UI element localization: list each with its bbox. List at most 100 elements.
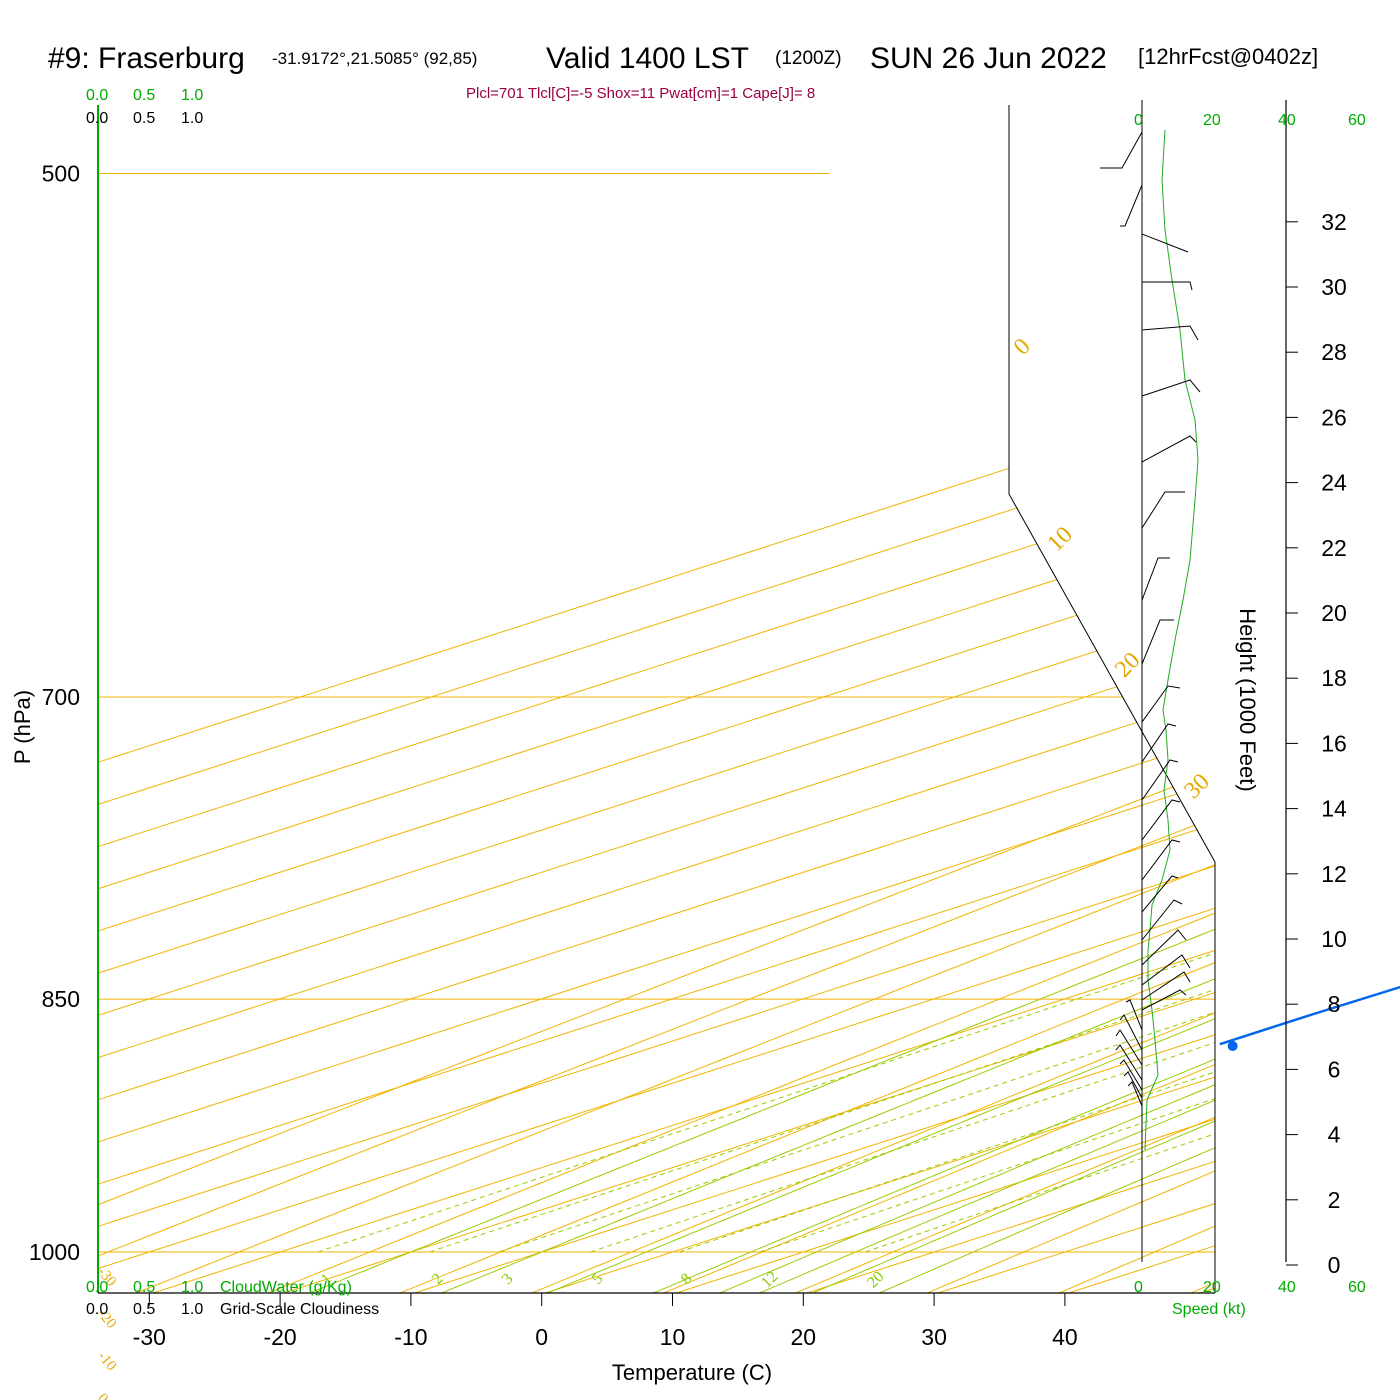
- speed-bottom-40: 40: [1278, 1279, 1296, 1296]
- dry-adiabat-line: [406, 105, 1215, 1293]
- plot-right-border: [1008, 105, 1216, 1293]
- isotherm-line: [866, 105, 1215, 1293]
- height-tick-label: 30: [1321, 274, 1347, 300]
- height-tick-label: 6: [1328, 1056, 1341, 1082]
- dry-adiabat-line: [98, 105, 1215, 1293]
- temperature-tick-label: 0: [535, 1324, 548, 1350]
- height-tick-label: 20: [1321, 600, 1347, 626]
- isobar-lines: [98, 172, 1215, 1253]
- cloud-top-green-1: 1.0: [181, 87, 203, 104]
- isotherm-label: 0: [94, 1391, 111, 1400]
- zulu-time: (1200Z): [775, 48, 842, 69]
- temperature-tick-label: 40: [1052, 1324, 1078, 1350]
- height-tick-label: 18: [1321, 665, 1347, 691]
- speed-bottom-0: 0: [1134, 1279, 1143, 1296]
- mixing-ratio-line: [429, 105, 1215, 1253]
- speed-top-0: 0: [1134, 112, 1143, 129]
- dry-adiabat-line: [675, 105, 1215, 1293]
- pressure-tick-850: 850: [42, 986, 80, 1012]
- cloudwater-label: CloudWater (g/Kg): [220, 1279, 352, 1296]
- cloud-bottom-green-0: 0.0: [86, 1279, 108, 1296]
- pressure-tick-500: 500: [42, 160, 80, 186]
- height-tick-label: 16: [1321, 730, 1347, 756]
- height-tick-label: 0: [1328, 1252, 1341, 1278]
- upper-right-label-20: 20: [1110, 647, 1145, 682]
- moist-adiabat-line: [510, 105, 1215, 1293]
- isotherm-line: [212, 105, 1215, 1293]
- mixing-label-20: 20: [864, 1268, 887, 1291]
- height-tick-label: 28: [1321, 339, 1347, 365]
- mixing-label-5: 5: [589, 1270, 607, 1288]
- dry-adiabat-line: [1348, 0, 1400, 1400]
- dewpoint-profile-line: [1219, 985, 1400, 1046]
- height-tick-label: 22: [1321, 535, 1347, 561]
- mixing-ratio-line: [759, 105, 1215, 1253]
- valid-time: Valid 1400 LST: [546, 42, 749, 75]
- upper-right-label-10: 10: [1042, 522, 1077, 557]
- mixing-ratio-lines: [317, 105, 1215, 1253]
- height-tick-label: 26: [1321, 404, 1347, 430]
- pressure-tick-1000: 1000: [29, 1239, 80, 1265]
- moist-adiabat-line: [399, 105, 1215, 1293]
- wind-barbs: [1100, 131, 1201, 1107]
- cloud-bottom-black-05: 0.5: [133, 1301, 155, 1318]
- moist-adiabat-line: [635, 105, 1215, 1293]
- temperature-tick-labels: -30 -20 -10 0 10 20 30 40: [133, 1293, 1078, 1350]
- speed-top-60: 60: [1348, 112, 1366, 129]
- mixing-ratio-line: [498, 105, 1215, 1253]
- temperature-tick-label: -10: [394, 1324, 427, 1350]
- cloud-top-black-1: 1.0: [181, 110, 203, 127]
- temperature-tick-label: -30: [133, 1324, 166, 1350]
- moist-adiabat-line: [566, 105, 1215, 1293]
- upper-right-label-30: 30: [1179, 769, 1214, 804]
- upper-right-label-0: 0: [1009, 334, 1036, 361]
- moist-adiabat-lines: [98, 105, 1215, 1293]
- dry-adiabat-line: [272, 105, 1215, 1293]
- moist-adiabat-line: [468, 105, 1215, 1293]
- height-tick-label: 10: [1321, 926, 1347, 952]
- isotherm-line: [474, 105, 1215, 1293]
- isotherm-label: -10: [94, 1348, 119, 1374]
- pressure-tick-700: 700: [42, 684, 80, 710]
- dry-adiabat-line: [138, 105, 1215, 1293]
- height-axis-label: Height (1000 Feet): [1235, 608, 1260, 791]
- height-tick-label: 8: [1328, 991, 1341, 1017]
- mixing-ratio-line: [590, 105, 1215, 1253]
- isotherm-line: [98, 105, 1215, 1293]
- dry-adiabat-line: [541, 105, 1215, 1293]
- speed-top-40: 40: [1278, 112, 1296, 129]
- cloud-bottom-green-1: 1.0: [181, 1279, 203, 1296]
- height-tick-label: 24: [1321, 470, 1347, 496]
- moist-adiabat-line: [98, 105, 1215, 1293]
- stability-indices: Plcl=701 Tlcl[C]=-5 Shox=11 Pwat[cm]=1 C…: [466, 85, 815, 102]
- height-tick-label: 14: [1321, 796, 1347, 822]
- mixing-label-3: 3: [499, 1270, 517, 1288]
- mixing-label-8: 8: [678, 1270, 696, 1288]
- wind-speed-profile: [1144, 129, 1199, 1151]
- cloud-top-green-0: 0.0: [86, 87, 108, 104]
- speed-axis-label: Speed (kt): [1172, 1301, 1246, 1318]
- forecast-label: [12hrFcst@0402z]: [1138, 44, 1318, 69]
- temperature-axis-label: Temperature (C): [612, 1360, 772, 1385]
- moist-adiabat-line: [180, 105, 1215, 1293]
- height-tick-label: 32: [1321, 209, 1347, 235]
- temperature-tick-label: 10: [660, 1324, 686, 1350]
- moist-adiabat-line: [289, 105, 1215, 1293]
- cloud-bottom-black-1: 1.0: [181, 1301, 203, 1318]
- cloud-top-black-0: 0.0: [86, 110, 108, 127]
- cloud-bottom-black-0: 0.0: [86, 1301, 108, 1318]
- height-tick-label: 2: [1328, 1187, 1341, 1213]
- sounding-profiles: [1219, 985, 1400, 1052]
- station-coords: -31.9172°,21.5085° (92,85): [272, 49, 477, 68]
